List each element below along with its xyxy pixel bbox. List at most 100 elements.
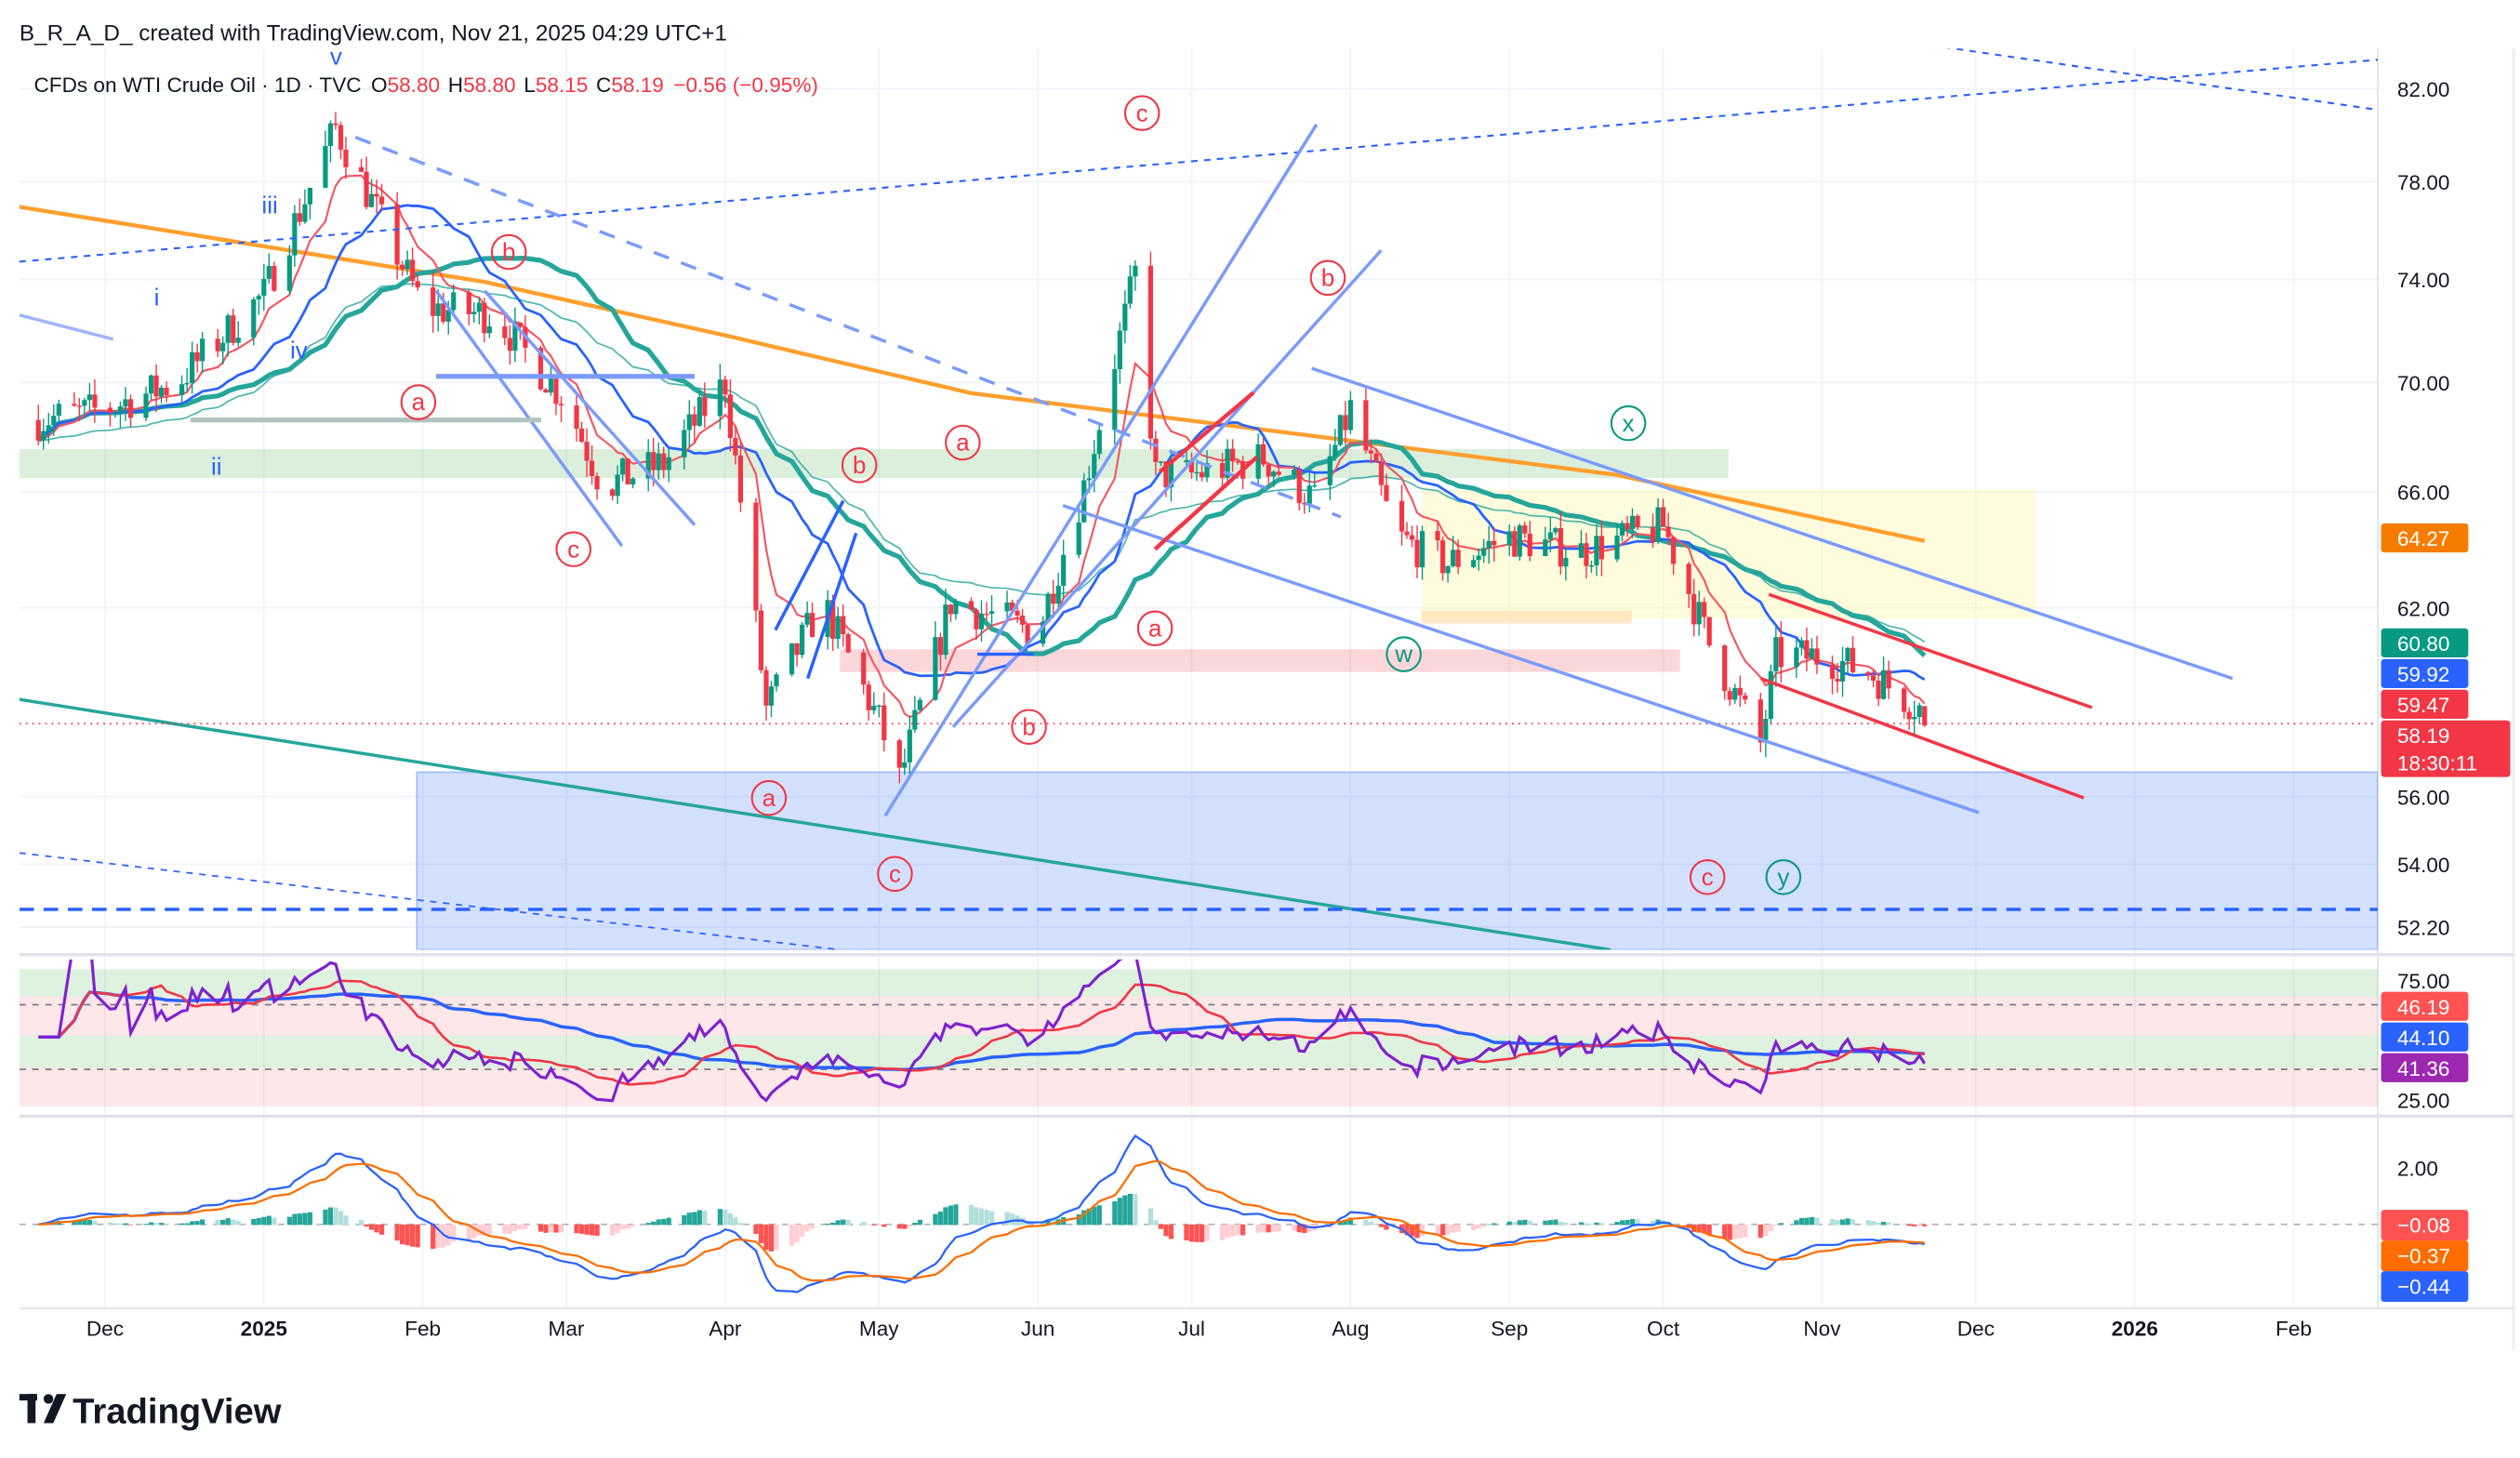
candle-body[interactable]	[445, 310, 451, 322]
candle-body[interactable]	[1312, 484, 1318, 487]
candle-body[interactable]	[1112, 369, 1118, 431]
candle-body[interactable]	[727, 394, 733, 439]
candle-body[interactable]	[327, 123, 334, 146]
rsi-badge[interactable]: 44.10	[2397, 1027, 2450, 1050]
candle-body[interactable]	[471, 311, 477, 314]
candle-body[interactable]	[1660, 507, 1666, 527]
candle-body[interactable]	[953, 601, 959, 615]
candle-body[interactable]	[1041, 621, 1046, 644]
wave-label-green[interactable]: x	[1623, 409, 1635, 437]
candle-body[interactable]	[1902, 688, 1907, 712]
candle-body[interactable]	[866, 684, 871, 710]
red-flag-lower[interactable]	[1153, 456, 1258, 551]
candle-body[interactable]	[861, 652, 867, 685]
candle-body[interactable]	[164, 387, 169, 396]
impulse-line-1[interactable]	[774, 499, 845, 631]
candle-body[interactable]	[1051, 593, 1056, 604]
candle-body[interactable]	[307, 187, 313, 205]
candle-body[interactable]	[907, 729, 912, 762]
candle-body[interactable]	[686, 414, 692, 431]
candle-body[interactable]	[184, 382, 190, 385]
rsi-badge[interactable]: 41.36	[2397, 1057, 2450, 1080]
candle-body[interactable]	[1045, 593, 1051, 622]
wave-circle[interactable]	[945, 424, 981, 461]
candle-body[interactable]	[809, 613, 816, 638]
candle-body[interactable]	[338, 125, 344, 150]
candle-body[interactable]	[261, 278, 267, 297]
candle-body[interactable]	[1004, 602, 1010, 612]
candle-body[interactable]	[1845, 647, 1850, 662]
candle-body[interactable]	[1492, 540, 1497, 546]
candle-body[interactable]	[1629, 515, 1636, 530]
candle-body[interactable]	[441, 303, 446, 322]
candle-body[interactable]	[1184, 459, 1189, 463]
candle-body[interactable]	[1133, 265, 1138, 277]
candle-body[interactable]	[1296, 470, 1302, 504]
wave-label-green[interactable]: y	[1777, 863, 1789, 891]
candle-body[interactable]	[378, 196, 385, 205]
candle-body[interactable]	[1727, 691, 1732, 700]
candle-body[interactable]	[1327, 456, 1333, 485]
candle-body[interactable]	[251, 299, 257, 338]
candle-body[interactable]	[1419, 531, 1426, 568]
candle-body[interactable]	[266, 266, 272, 279]
candle-body[interactable]	[1081, 480, 1087, 523]
candle-body[interactable]	[1117, 330, 1122, 370]
candle-body[interactable]	[1614, 535, 1620, 560]
candle-body[interactable]	[656, 453, 661, 471]
candle-body[interactable]	[1302, 503, 1307, 505]
candle-body[interactable]	[1225, 448, 1230, 478]
candle-body[interactable]	[1168, 462, 1174, 488]
candle-body[interactable]	[431, 287, 436, 316]
candle-body[interactable]	[117, 406, 124, 413]
candle-body[interactable]	[1363, 400, 1369, 451]
candle-body[interactable]	[1086, 478, 1092, 481]
wave-label-green[interactable]: w	[1394, 640, 1413, 668]
candle-body[interactable]	[1722, 645, 1728, 692]
candle-body[interactable]	[661, 453, 667, 471]
candle-body[interactable]	[256, 296, 261, 300]
candle-body[interactable]	[645, 452, 651, 479]
candle-body[interactable]	[374, 193, 379, 197]
wave-label-red[interactable]: c	[889, 860, 901, 888]
candle-body[interactable]	[1076, 522, 1081, 555]
wave-label-red[interactable]: b	[1321, 263, 1335, 291]
candle-body[interactable]	[1691, 593, 1697, 625]
candle-body[interactable]	[1158, 461, 1164, 463]
candle-body[interactable]	[1404, 531, 1410, 536]
rising-line-2[interactable]	[951, 249, 1383, 728]
channel-lower[interactable]	[1062, 504, 1980, 815]
candle-body[interactable]	[876, 705, 882, 708]
candle-body[interactable]	[594, 476, 600, 490]
candle-body[interactable]	[1229, 448, 1236, 462]
candle-body[interactable]	[799, 624, 805, 656]
candle-body[interactable]	[1399, 500, 1405, 532]
candle-body[interactable]	[625, 458, 630, 484]
candle-body[interactable]	[1880, 669, 1887, 699]
candle-body[interactable]	[948, 604, 954, 615]
candle-body[interactable]	[1655, 507, 1661, 542]
candle-body[interactable]	[666, 457, 671, 471]
candle-body[interactable]	[537, 347, 544, 390]
zone-orange[interactable]	[1421, 610, 1632, 624]
wave-circle[interactable]	[1386, 636, 1422, 672]
candle-body[interactable]	[1445, 565, 1451, 574]
candle-body[interactable]	[896, 740, 902, 768]
candle-body[interactable]	[158, 387, 165, 397]
candle-body[interactable]	[410, 259, 416, 282]
trendline-teal[interactable]	[19, 697, 1611, 950]
candle-body[interactable]	[574, 405, 579, 429]
candle-body[interactable]	[589, 460, 595, 477]
trendline-lower-dashed[interactable]	[19, 852, 841, 950]
trendline-upper-dashed-2[interactable]	[1841, 33, 2379, 112]
candle-body[interactable]	[451, 292, 457, 311]
candle-body[interactable]	[789, 643, 795, 675]
candle-body[interactable]	[1558, 527, 1563, 567]
candle-body[interactable]	[1553, 527, 1558, 533]
candle-body[interactable]	[1506, 531, 1512, 546]
candle-body[interactable]	[804, 613, 810, 625]
candle-body[interactable]	[1522, 525, 1528, 534]
rsi-pane[interactable]	[19, 934, 2379, 1107]
wave-label-red[interactable]: b	[502, 238, 516, 266]
